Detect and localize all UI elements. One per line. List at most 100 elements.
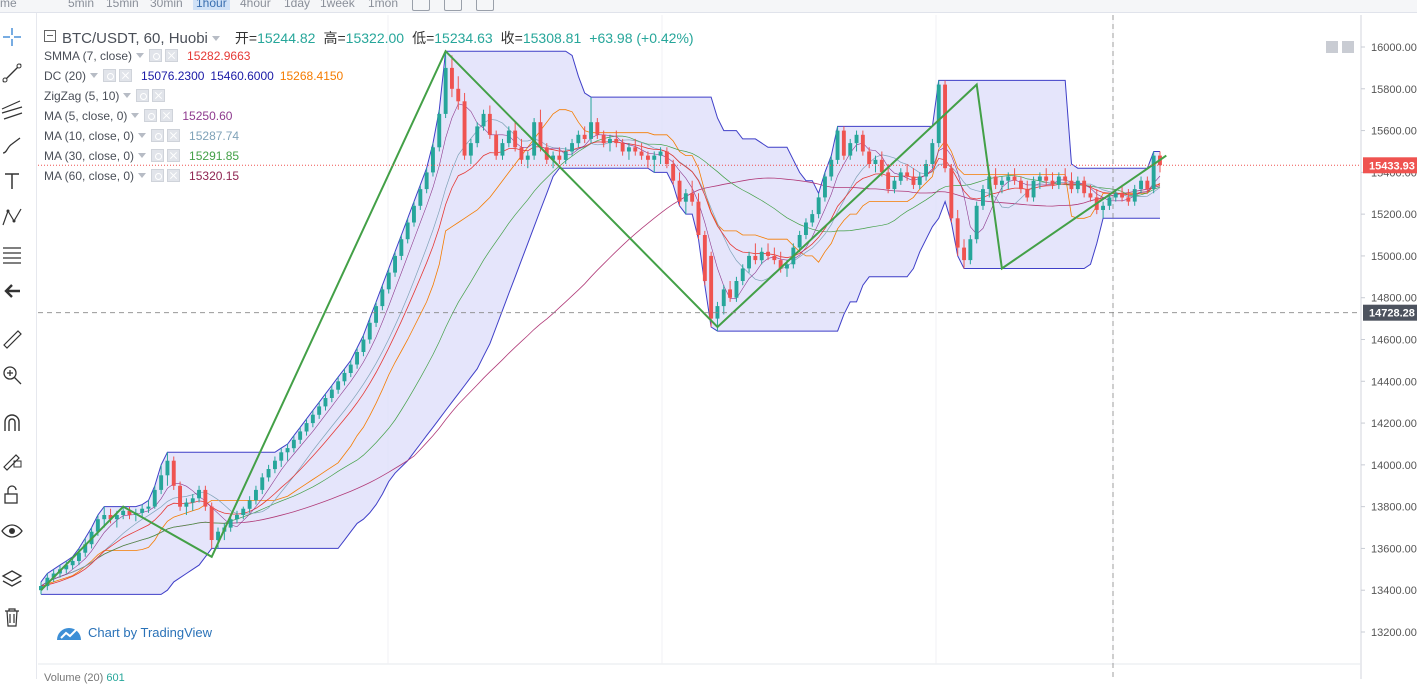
donchian-upper (40, 50, 1160, 583)
eye-icon[interactable] (0, 519, 24, 543)
unlock-icon[interactable] (0, 483, 24, 507)
candle (70, 561, 75, 566)
timeframe-4hour[interactable]: 4hour (240, 0, 271, 10)
price-tick-label: 13200.00 (1371, 627, 1417, 639)
indicator-dropdown-icon[interactable] (90, 73, 99, 78)
pane-minimize-icon[interactable] (1326, 41, 1338, 53)
indicator-remove-icon[interactable] (167, 169, 181, 182)
candle (785, 264, 789, 269)
collapse-legend-icon[interactable] (44, 30, 56, 42)
candle (178, 485, 182, 507)
indicator-row[interactable]: SMMA (7, close) 15282.9663 (44, 48, 250, 64)
indicator-settings-icon[interactable] (144, 109, 158, 122)
candle (140, 508, 145, 513)
indicator-dropdown-icon[interactable] (138, 133, 147, 138)
timeframe-1mon[interactable]: 1mon (368, 0, 399, 10)
indicator-settings-icon[interactable] (151, 129, 165, 142)
timeframe-1week[interactable]: 1week (320, 0, 355, 10)
settings-icon[interactable] (444, 0, 462, 11)
candle (184, 502, 189, 507)
timeframe-1day[interactable]: 1day (284, 0, 311, 10)
indicator-remove-icon[interactable] (152, 89, 166, 102)
candle (468, 143, 473, 156)
indicator-remove-icon[interactable] (167, 149, 181, 162)
back-icon[interactable] (0, 279, 24, 303)
indicator-dropdown-icon[interactable] (131, 113, 140, 118)
candle (582, 134, 587, 139)
indicator-settings-icon[interactable] (136, 89, 150, 102)
price-tick-label: 15200.00 (1371, 209, 1417, 221)
candle (981, 189, 985, 206)
candle (209, 506, 214, 540)
candle (114, 515, 119, 520)
indicator-row[interactable]: MA (5, close, 0) 15250.60 (44, 108, 232, 124)
indicator-settings-icon[interactable] (151, 149, 165, 162)
timeframe-1hour[interactable]: 1hour (193, 0, 230, 10)
candle (285, 448, 290, 453)
price-tick-label: 14000.00 (1371, 460, 1417, 472)
indicator-settings-icon[interactable] (149, 49, 163, 62)
candle (538, 122, 543, 148)
indicator-value: 15287.74 (189, 129, 240, 143)
timeframe-1min[interactable]: me (0, 0, 17, 10)
candle (917, 176, 922, 185)
indicator-dropdown-icon[interactable] (136, 53, 145, 58)
magnet-icon[interactable] (0, 411, 24, 435)
indicator-dropdown-icon[interactable] (138, 153, 147, 158)
candle (740, 268, 745, 281)
indicator-remove-icon[interactable] (119, 69, 133, 82)
candle (608, 138, 612, 144)
candle (1056, 176, 1061, 185)
indicator-dropdown-icon[interactable] (123, 93, 132, 98)
candle (702, 235, 707, 281)
indicator-row[interactable]: ZigZag (5, 10) (44, 88, 168, 104)
indicator-value: 15320.15 (189, 169, 240, 183)
ruler-icon[interactable] (0, 327, 24, 351)
pattern-icon[interactable] (0, 205, 24, 229)
indicator-row[interactable]: MA (10, close, 0) 15287.74 (44, 128, 239, 144)
timeframe-30min[interactable]: 30min (150, 0, 183, 10)
symbol-dropdown-icon[interactable] (211, 36, 220, 41)
pitchfork-icon[interactable] (0, 97, 24, 121)
candle (829, 159, 834, 177)
layers-icon[interactable] (0, 567, 24, 591)
fullscreen-icon[interactable] (476, 0, 494, 11)
indicator-settings-icon[interactable] (151, 169, 165, 182)
candle (424, 172, 429, 190)
price-tick-label: 14200.00 (1371, 418, 1417, 430)
pane-maximize-icon[interactable] (1342, 41, 1354, 53)
trash-icon[interactable] (0, 605, 24, 629)
candle (361, 339, 366, 352)
donchian-lower (41, 167, 1160, 595)
indicator-row[interactable]: DC (20) 15076.2300 15460.6000 15268.4150 (44, 68, 343, 84)
chart-type-icon[interactable] (412, 0, 430, 11)
price-tick-label: 14600.00 (1371, 335, 1417, 347)
brush-icon[interactable] (0, 133, 24, 157)
candle (949, 168, 954, 219)
fib-icon[interactable] (0, 243, 24, 267)
indicator-name: DC (20) (44, 69, 87, 83)
indicator-row[interactable]: MA (60, close, 0) 15320.15 (44, 168, 239, 184)
indicator-settings-icon[interactable] (103, 69, 117, 82)
candle (835, 130, 840, 160)
timeframe-5min[interactable]: 5min (68, 0, 95, 10)
lock-drawing-icon[interactable] (0, 447, 24, 471)
candle (1069, 180, 1074, 190)
indicator-remove-icon[interactable] (167, 129, 181, 142)
text-icon[interactable] (0, 169, 24, 193)
indicator-remove-icon[interactable] (165, 49, 179, 62)
timeframe-15min[interactable]: 15min (106, 0, 139, 10)
candle (797, 235, 802, 248)
candle (367, 322, 372, 340)
indicator-remove-icon[interactable] (160, 109, 174, 122)
candle (1012, 176, 1017, 181)
indicator-row[interactable]: MA (30, close, 0) 15291.85 (44, 148, 239, 164)
indicator-dropdown-icon[interactable] (138, 173, 147, 178)
candle (696, 201, 701, 235)
crosshair-icon[interactable] (0, 25, 24, 49)
candle (683, 193, 688, 202)
zoom-in-icon[interactable] (0, 363, 24, 387)
trend-line-icon[interactable] (0, 61, 24, 85)
tradingview-watermark[interactable]: Chart by TradingView (56, 624, 212, 647)
